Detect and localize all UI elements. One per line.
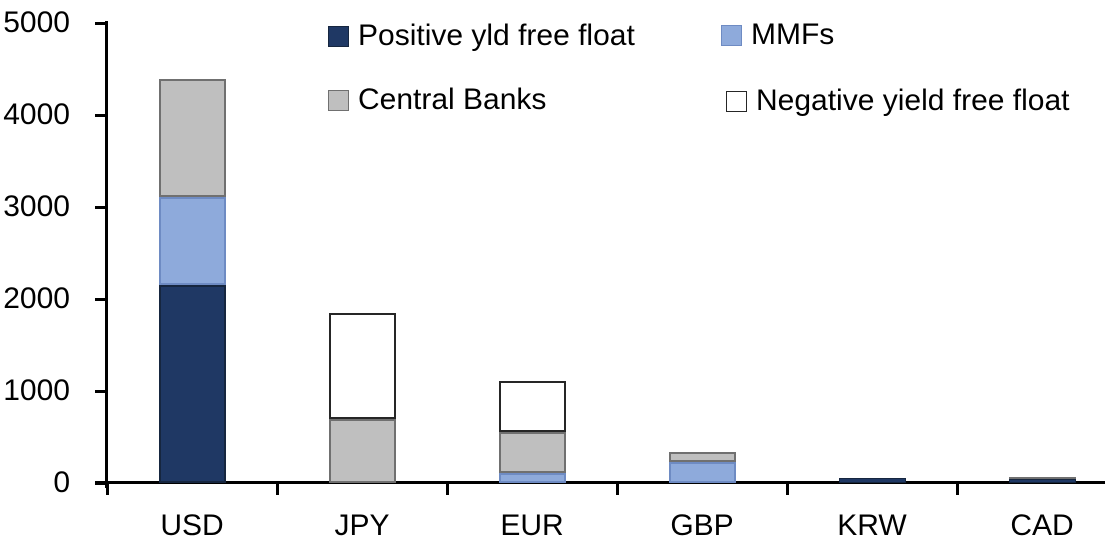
legend-label: MMFs bbox=[751, 18, 835, 51]
bar-segment bbox=[668, 461, 736, 483]
y-tick-label: 4000 bbox=[3, 98, 70, 131]
bar-segment bbox=[498, 380, 566, 433]
y-tick-label: 0 bbox=[53, 466, 70, 499]
legend-swatch bbox=[328, 89, 349, 111]
y-tick-label: 5000 bbox=[3, 6, 70, 39]
bar-segment bbox=[158, 79, 226, 197]
legend-item-central-banks: Central Banks bbox=[328, 83, 547, 116]
bar-segment bbox=[498, 432, 566, 473]
legend-swatch bbox=[726, 90, 747, 112]
y-tick-label: 3000 bbox=[3, 190, 70, 223]
y-axis-tick bbox=[95, 389, 107, 393]
legend-swatch bbox=[721, 24, 742, 46]
bar-segment bbox=[838, 478, 906, 483]
x-category-label: USD bbox=[160, 509, 224, 542]
legend-item-positive-yld-free-float: Positive yld free float bbox=[328, 19, 635, 52]
legend-item-mmfs: MMFs bbox=[721, 18, 835, 51]
legend-swatch bbox=[328, 25, 349, 47]
legend-item-negative-yield-free-float: Negative yield free float bbox=[726, 84, 1070, 117]
y-tick-label: 1000 bbox=[3, 374, 70, 407]
legend-label: Central Banks bbox=[358, 83, 547, 116]
bar-segment bbox=[158, 285, 226, 483]
bar-segment bbox=[1008, 479, 1076, 483]
y-axis-tick bbox=[95, 113, 107, 117]
x-category-label: KRW bbox=[837, 509, 907, 542]
x-axis-tick bbox=[955, 481, 959, 495]
y-axis-tick bbox=[95, 21, 107, 25]
bar-segment bbox=[1008, 477, 1076, 480]
x-category-label: GBP bbox=[670, 509, 734, 542]
x-axis-tick bbox=[105, 481, 109, 495]
x-axis-tick bbox=[615, 481, 619, 495]
bar-segment bbox=[328, 312, 396, 419]
y-axis-tick bbox=[95, 481, 107, 485]
x-axis-tick bbox=[445, 481, 449, 495]
x-axis-tick bbox=[785, 481, 789, 495]
x-axis-tick bbox=[275, 481, 279, 495]
x-category-label: EUR bbox=[500, 509, 564, 542]
y-tick-label: 2000 bbox=[3, 282, 70, 315]
x-category-label: JPY bbox=[334, 509, 390, 542]
bar-segment bbox=[158, 196, 226, 286]
legend-label: Positive yld free float bbox=[358, 19, 635, 52]
y-axis-tick bbox=[95, 205, 107, 209]
y-axis-line bbox=[105, 21, 108, 488]
bar-segment bbox=[328, 418, 396, 483]
y-axis-tick bbox=[95, 297, 107, 301]
bar-segment bbox=[668, 452, 736, 462]
x-category-label: CAD bbox=[1010, 509, 1074, 542]
x-axis-line bbox=[95, 481, 1105, 484]
bar-segment bbox=[498, 472, 566, 483]
legend-label: Negative yield free float bbox=[756, 84, 1070, 117]
